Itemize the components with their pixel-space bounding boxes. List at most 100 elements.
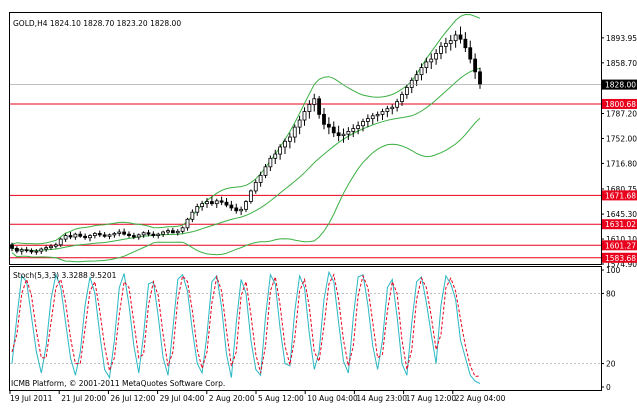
price-tick-label: 1574.90 (606, 260, 637, 269)
ohlc-values: 1824.10 1828.70 1823.20 1828.00 (50, 19, 181, 28)
level-price-box (602, 240, 637, 251)
stoch-values: 3.3288 9.5201 (62, 271, 117, 280)
candle-body (166, 230, 170, 233)
candle-body (375, 113, 380, 117)
candle-body (151, 233, 156, 236)
candle-body (78, 233, 83, 237)
level-price-box (602, 190, 637, 201)
candle-body (97, 233, 102, 236)
candle-body (195, 206, 200, 213)
candle-body (73, 233, 78, 238)
price-tick-label: 1716.80 (606, 159, 637, 168)
candle-body (34, 250, 39, 253)
candle-body (356, 125, 361, 129)
candle-body (234, 207, 239, 212)
bollinger-lower (11, 117, 481, 263)
candle-body (312, 98, 317, 105)
candle-body (351, 128, 356, 132)
price-tick-label: 1680.75 (606, 185, 637, 194)
candle-body (273, 153, 278, 159)
price-tick-label: 1645.30 (606, 210, 637, 219)
current-price-label: 1828.00 (605, 81, 636, 90)
candle-body (24, 249, 29, 252)
stoch-tick-label: 80 (606, 289, 616, 298)
candle-body (102, 234, 107, 237)
candle-body (88, 235, 92, 239)
level-price-label: 1800.68 (605, 100, 636, 109)
candle-body (336, 132, 341, 137)
candle-body (175, 230, 180, 234)
candle-body (29, 250, 34, 253)
symbol-label: GOLD (13, 19, 35, 28)
candle-body (434, 53, 439, 60)
candle-body (209, 201, 214, 205)
bollinger-upper (11, 13, 481, 245)
candle-body (317, 98, 322, 115)
level-price-box (602, 252, 637, 263)
candle-body (307, 104, 312, 112)
candle-body (39, 248, 44, 252)
time-axis: 19 Jul 2011 21 Jul 20:00 26 Jul 12:00 29 Ju… (9, 390, 506, 403)
candle-body (131, 235, 136, 238)
time-tick-label: 26 Jul 12:00 (110, 394, 155, 403)
time-tick-label: 29 Jul 04:00 (160, 394, 205, 403)
stoch-main-line (11, 270, 481, 384)
candle-body (49, 245, 53, 249)
stoch-params: Stoch(5,3,3) (13, 271, 59, 280)
price-tick-label: 1893.95 (606, 34, 637, 43)
candle-body (287, 136, 292, 142)
candle-body (380, 111, 385, 115)
bollinger-middle (11, 67, 481, 252)
candle-body (10, 244, 14, 249)
copyright-text: ICMB Platform, © 2001-2011 MetaQuotes So… (11, 379, 225, 388)
candle-body (141, 232, 146, 236)
candle-body (44, 247, 49, 250)
candle-body (414, 74, 419, 81)
main-header: GOLD,H4 1824.10 1828.70 1823.20 1828.00 (13, 19, 181, 28)
candle-body (53, 244, 58, 247)
candle-body (229, 204, 234, 209)
timeframe-label: H4 (37, 19, 48, 28)
candle-body (463, 38, 468, 49)
candle-body (365, 118, 370, 122)
time-tick-label: 19 Jul 2011 (10, 394, 53, 403)
price-axis: 1893.95 1858.70 1787.20 1752.00 1716.80 1680.… (10, 34, 637, 269)
candle-body (419, 67, 424, 76)
candle-body (258, 174, 263, 183)
candle-body (478, 71, 482, 85)
candle-body (443, 43, 448, 47)
candle-body (68, 235, 73, 238)
candle-body (409, 79, 414, 88)
candle-body (292, 126, 297, 138)
candle-body (278, 146, 283, 155)
price-tick-label: 1610.10 (606, 235, 637, 244)
candle-body (146, 232, 151, 235)
horizontal-levels (10, 103, 601, 259)
stoch-axis: 100 80 20 0 (601, 266, 621, 392)
candle-body (239, 208, 244, 212)
candle-body (112, 233, 117, 236)
candle-body (448, 40, 453, 44)
candle-body (302, 111, 307, 121)
stoch-tick-label: 20 (606, 360, 616, 369)
candle-body (268, 157, 273, 168)
candle-body (468, 47, 473, 60)
candle-body (326, 123, 331, 128)
candle-body (253, 182, 258, 192)
level-price-box (602, 219, 637, 230)
candle-body (385, 108, 390, 112)
candlestick-series (10, 26, 482, 255)
candle-body (58, 238, 63, 246)
stoch-tick-label: 100 (606, 266, 621, 275)
level-price-label: 1601.27 (605, 241, 636, 250)
candle-body (341, 133, 346, 137)
candle-body (404, 87, 409, 95)
candle-body (200, 203, 205, 207)
level-price-label: 1583.68 (605, 254, 636, 263)
candle-body (248, 190, 253, 202)
candle-body (185, 218, 190, 229)
candle-body (14, 247, 19, 252)
level-price-box (602, 98, 637, 109)
